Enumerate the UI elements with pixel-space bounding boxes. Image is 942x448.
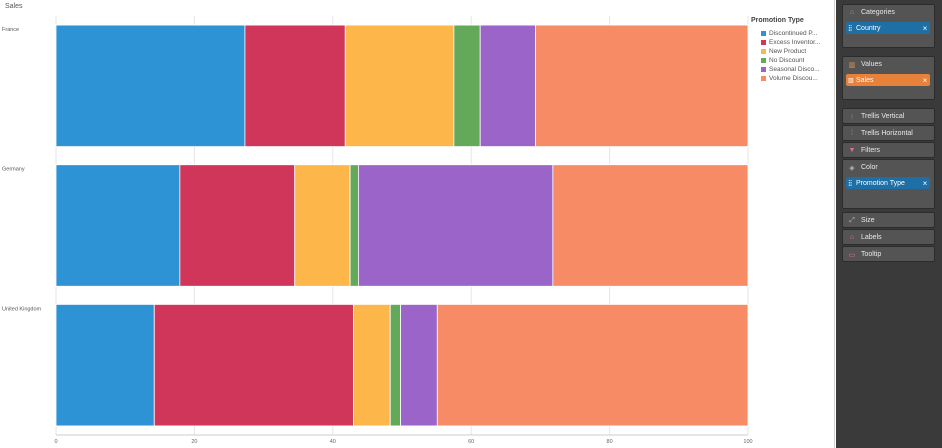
color-section[interactable]: ◈ Color ⣿ Promotion Type × — [842, 159, 935, 209]
values-label: Values — [861, 61, 882, 68]
bar-segment[interactable] — [55, 304, 155, 427]
legend: Promotion Type Discontinued P... Excess I… — [751, 17, 831, 83]
bar-segment[interactable] — [294, 164, 351, 287]
filters-section[interactable]: ▼ Filters — [842, 142, 935, 158]
bar-segment[interactable] — [400, 304, 438, 427]
legend-item[interactable]: No Discount — [761, 56, 831, 65]
legend-item[interactable]: Volume Discou... — [761, 74, 831, 83]
remove-country-icon[interactable]: × — [922, 23, 928, 33]
legend-swatch — [761, 76, 766, 81]
legend-label: Seasonal Disco... — [769, 66, 820, 73]
drag-handle-icon[interactable]: ⣿ — [848, 180, 852, 187]
sales-pill[interactable]: ▥ Sales × — [846, 74, 930, 86]
legend-swatch — [761, 58, 766, 63]
x-tick-label: 40 — [330, 439, 336, 445]
bar-segment[interactable] — [55, 24, 246, 147]
bar-chart[interactable]: France Germany United Kingdom 0 20 40 60 80 100 — [0, 0, 835, 448]
bar-segment[interactable] — [353, 304, 391, 427]
chart-area: Sales France Germany United Kingdom 0 20 40 60… — [0, 0, 835, 448]
color-label: Color — [861, 164, 878, 171]
legend-swatch — [761, 49, 766, 54]
bar-segment[interactable] — [349, 164, 359, 287]
x-tick-label: 20 — [191, 439, 197, 445]
x-tick-label: 60 — [468, 439, 474, 445]
x-tick-label: 0 — [54, 439, 57, 445]
legend-title: Promotion Type — [751, 17, 804, 24]
categories-label: Categories — [861, 9, 895, 16]
x-tick-label: 100 — [743, 439, 752, 445]
tag-icon: ⌂ — [849, 234, 855, 241]
bar-segment[interactable] — [389, 304, 402, 427]
trellis-vertical-label: Trellis Vertical — [861, 113, 905, 120]
promotion-type-pill[interactable]: ⣿ Promotion Type × — [846, 177, 930, 189]
bar-segment[interactable] — [479, 24, 536, 147]
promotion-type-pill-label: Promotion Type — [856, 179, 905, 187]
category-label: United Kingdom — [2, 306, 42, 312]
trellis-horizontal-icon: ⁞ — [851, 130, 853, 137]
color-icon: ◈ — [849, 164, 855, 172]
trellis-vertical-icon: ⁝ — [850, 113, 854, 121]
labels-section[interactable]: ⌂ Labels — [842, 229, 935, 245]
x-tick-label: 80 — [607, 439, 613, 445]
filter-icon: ▼ — [848, 147, 856, 154]
values-section[interactable]: ▥ Values ▥ Sales × — [842, 56, 935, 100]
values-icon: ▥ — [848, 61, 856, 69]
trellis-horizontal-label: Trellis Horizontal — [861, 130, 913, 137]
chart-title: Sales — [5, 3, 23, 10]
country-pill[interactable]: ⣿ Country × — [846, 22, 930, 34]
country-pill-label: Country — [856, 24, 881, 32]
filters-label: Filters — [861, 147, 881, 154]
bar-chart-icon[interactable]: ▥ — [848, 77, 854, 84]
categories-icon: ⌂ — [849, 9, 855, 16]
bar-segment[interactable] — [55, 164, 181, 287]
remove-sales-icon[interactable]: × — [922, 75, 928, 85]
bar-segment[interactable] — [179, 164, 296, 287]
bar-segment[interactable] — [436, 304, 749, 427]
bar-segment[interactable] — [153, 304, 354, 427]
bar-segment[interactable] — [453, 24, 481, 147]
size-section[interactable]: ⤢ Size — [842, 212, 935, 228]
legend-item[interactable]: New Product — [761, 47, 831, 56]
categories-section[interactable]: ⌂ Categories ⣿ Country × — [842, 4, 935, 48]
trellis-vertical-section[interactable]: ⁝ Trellis Vertical — [842, 108, 935, 124]
remove-promotion-type-icon[interactable]: × — [922, 178, 928, 188]
category-label: France — [2, 27, 19, 33]
labels-label: Labels — [861, 234, 882, 241]
drag-handle-icon[interactable]: ⣿ — [848, 25, 852, 32]
bar-segment[interactable] — [535, 24, 749, 147]
bar-segment[interactable] — [344, 24, 455, 147]
legend-label: No Discount — [769, 57, 805, 64]
tooltip-icon: ▭ — [848, 251, 856, 259]
legend-swatch — [761, 40, 766, 45]
bar-segment[interactable] — [552, 164, 749, 287]
size-label: Size — [861, 217, 875, 224]
legend-swatch — [761, 67, 766, 72]
legend-label: Volume Discou... — [769, 75, 818, 82]
legend-item[interactable]: Discontinued P... — [761, 29, 831, 38]
bar-segment[interactable] — [244, 24, 346, 147]
legend-label: New Product — [769, 48, 807, 55]
legend-swatch — [761, 31, 766, 36]
tooltip-label: Tooltip — [861, 251, 882, 258]
field-panel: ⌂ Categories ⣿ Country × ▥ Values ▥ Sales … — [836, 0, 942, 448]
category-label: Germany — [2, 167, 25, 173]
tooltip-section[interactable]: ▭ Tooltip — [842, 246, 935, 262]
legend-item[interactable]: Seasonal Disco... — [761, 65, 831, 74]
trellis-horizontal-section[interactable]: ⁞ Trellis Horizontal — [842, 125, 935, 141]
legend-item[interactable]: Excess Inventor... — [761, 38, 831, 47]
sales-pill-label: Sales — [856, 76, 874, 84]
bar-segment[interactable] — [358, 164, 554, 287]
legend-label: Excess Inventor... — [769, 39, 821, 46]
legend-label: Discontinued P... — [769, 30, 818, 37]
size-icon: ⤢ — [849, 216, 855, 224]
